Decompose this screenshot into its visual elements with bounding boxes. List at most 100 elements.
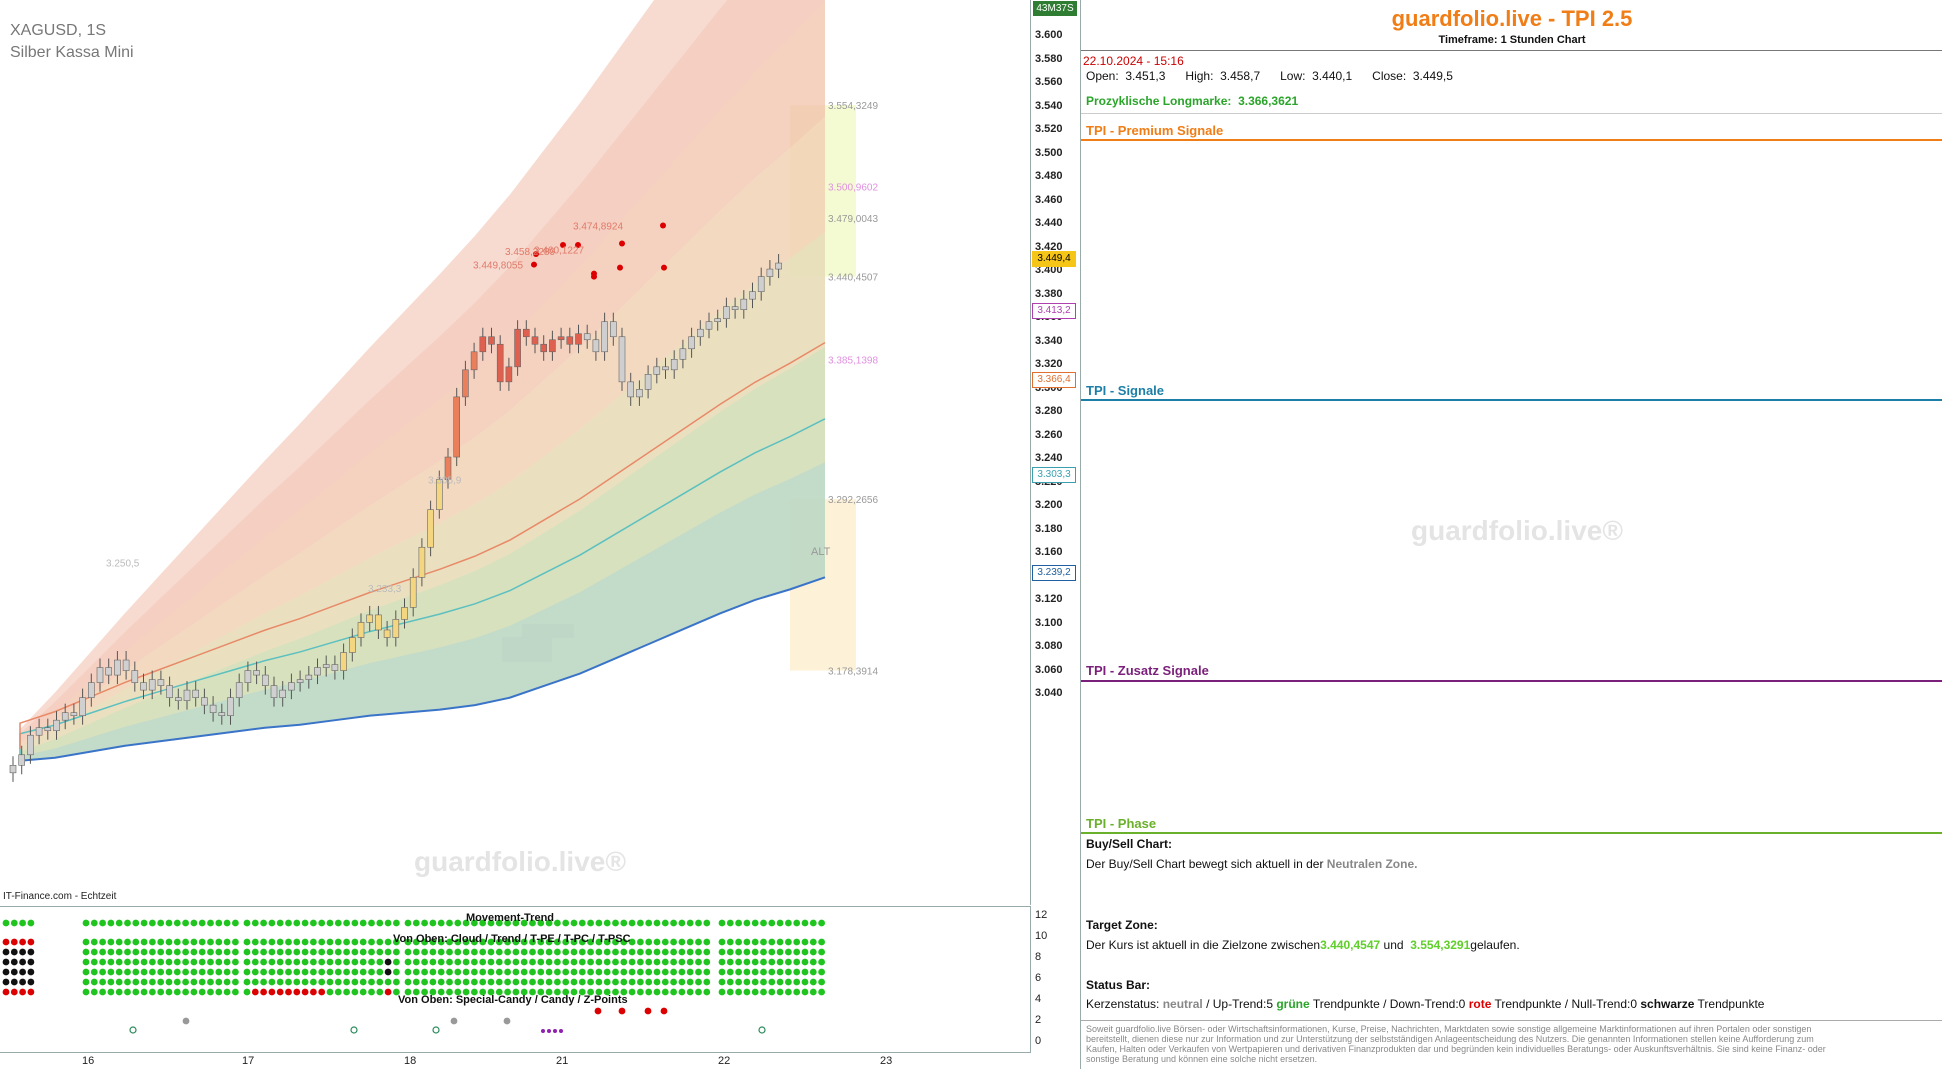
trend-dot [190, 968, 198, 976]
trend-dot [107, 958, 115, 966]
trend-dot [351, 968, 359, 976]
trend-dot [260, 958, 267, 966]
candle-body [340, 652, 347, 671]
trend-dot [404, 948, 412, 956]
trend-dot [393, 978, 400, 986]
trend-dot [268, 958, 276, 966]
trend-dot [776, 988, 784, 996]
trend-dot [384, 988, 392, 996]
trend-dot [670, 988, 677, 996]
ohlc-values: Open: 3.451,3 High: 3.458,7 Low: 3.440,1… [1086, 69, 1453, 83]
trend-dot [462, 988, 470, 996]
trend-dot [215, 948, 223, 956]
trend-dot [27, 978, 35, 986]
time-axis[interactable]: 16 17 18 21 22 23 [0, 1052, 1030, 1070]
trend-dot [268, 988, 276, 996]
trend-dot [207, 948, 214, 956]
trend-dot [768, 938, 776, 946]
trend-dot [520, 988, 528, 996]
trend-dot [99, 948, 106, 956]
trend-dot [260, 948, 267, 956]
trend-dot [198, 919, 206, 927]
trend-dot [412, 948, 420, 956]
trend-dot [19, 958, 26, 966]
trend-dot [620, 978, 628, 986]
trend-dot [446, 919, 453, 927]
trend-dot [173, 958, 181, 966]
trend-dot [198, 938, 206, 946]
trend-dot [326, 968, 334, 976]
price-marker-label: 3.366,4 [1032, 372, 1076, 388]
trend-line-slow [19, 576, 826, 762]
trend-dot [376, 948, 384, 956]
trend-dot [768, 968, 776, 976]
trend-dot [703, 938, 711, 946]
trend-dot [793, 958, 801, 966]
trend-dot [653, 919, 661, 927]
candle-body [157, 679, 165, 686]
trend-dot [293, 958, 301, 966]
trend-dot [454, 919, 462, 927]
price-chart[interactable]: 3.554,3249 3.500,9602 3.479,0043 3.440,4507… [0, 0, 1031, 905]
trend-dot [809, 978, 817, 986]
long-value: 3.366,3621 [1238, 94, 1299, 108]
trend-dot [554, 919, 561, 927]
trend-dot [487, 919, 495, 927]
trend-dot [190, 919, 198, 927]
trend-dot [595, 958, 603, 966]
trend-dot [376, 958, 384, 966]
trend-dot [578, 919, 586, 927]
trend-dot [157, 938, 165, 946]
candy-dot [182, 1017, 190, 1025]
trend-dot [421, 968, 428, 976]
movement-trend-indicator[interactable]: Movement-Trend Von Oben: Cloud / Trend /… [0, 906, 1031, 1053]
trend-dot [637, 968, 644, 976]
trend-dot [603, 988, 611, 996]
candlestick-chart[interactable]: 3.554,3249 3.500,9602 3.479,0043 3.440,4507… [0, 0, 1030, 905]
trend-dot [285, 919, 292, 927]
trend-dot [198, 988, 206, 996]
trend-dot [471, 988, 478, 996]
trend-dot [504, 978, 511, 986]
candle-body [775, 262, 782, 270]
candle-body [70, 712, 78, 716]
trend-dot [368, 948, 375, 956]
trend-dot [695, 948, 702, 956]
trend-dot [628, 938, 636, 946]
price-tick: 3.060 [1035, 663, 1063, 676]
candle-body [636, 389, 643, 398]
candle-body [175, 697, 182, 701]
trend-dot [140, 968, 148, 976]
trend-dot [412, 919, 420, 927]
price-tick: 3.460 [1035, 193, 1063, 206]
trend-dot [243, 948, 251, 956]
trend-dot [487, 958, 495, 966]
trend-dot [645, 968, 653, 976]
disclaimer: Soweit guardfolio.live Börsen- oder Wirt… [1086, 1024, 1826, 1064]
price-tick: 3.580 [1035, 52, 1063, 65]
trend-dot [107, 978, 115, 986]
trend-dot [653, 968, 661, 976]
trend-cloud-band [20, 1, 825, 761]
trend-dot [173, 988, 181, 996]
trend-dot [182, 938, 190, 946]
trend-dot [726, 968, 734, 976]
trend-dot [785, 938, 792, 946]
trend-dot [462, 938, 470, 946]
trend-dot [818, 919, 825, 927]
trend-dot [454, 938, 462, 946]
trend-dot [793, 968, 801, 976]
indicator-tick: 8 [1035, 951, 1042, 963]
candle-body [122, 659, 130, 671]
trend-dot [368, 938, 375, 946]
status-text: Kerzenstatus: neutral / Up-Trend:5 grüne… [1086, 997, 1764, 1011]
price-axis[interactable]: 3.600 3.580 3.560 3.540 3.520 3.500 3.480 3.460… [1031, 0, 1079, 905]
trend-dot [446, 958, 453, 966]
trend-dot [343, 958, 350, 966]
trend-dot [334, 968, 342, 976]
trend-dot [318, 958, 326, 966]
trend-dot [215, 988, 223, 996]
trend-dot [793, 978, 801, 986]
trend-dot [359, 938, 367, 946]
trend-dot [751, 938, 759, 946]
